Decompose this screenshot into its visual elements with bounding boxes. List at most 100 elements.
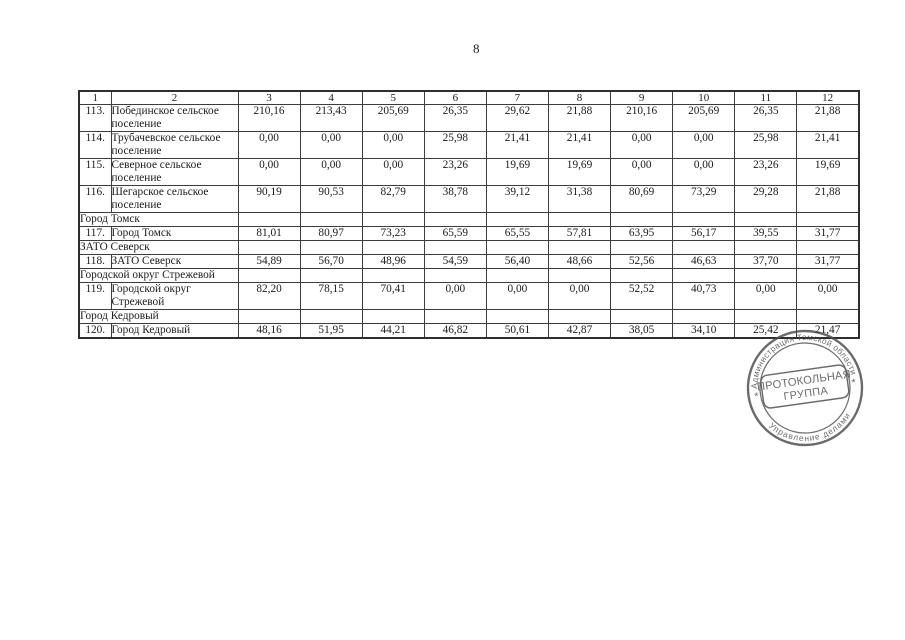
value-cell: 48,96 <box>361 254 425 269</box>
column-header: 9 <box>610 90 674 105</box>
value-cell: 23,26 <box>734 158 798 186</box>
value-cell: 23,26 <box>423 158 487 186</box>
value-cell: 80,69 <box>610 185 674 213</box>
value-cell: 48,66 <box>547 254 612 269</box>
empty-cell <box>299 240 363 255</box>
empty-cell <box>610 309 674 324</box>
empty-cell <box>485 240 549 255</box>
value-cell: 31,77 <box>796 226 860 241</box>
results-table: 1 2 3 4 5 6 7 8 9 10 11 12 113. Побединское сельское… <box>78 90 860 339</box>
empty-cell <box>237 212 301 227</box>
value-cell: 63,95 <box>610 226 674 241</box>
empty-cell <box>796 268 860 283</box>
stamp-left-asterisk-icon: * <box>754 390 761 403</box>
value-cell: 52,52 <box>610 282 674 310</box>
value-cell: 81,01 <box>237 226 301 241</box>
empty-cell <box>547 309 612 324</box>
row-number: 119. <box>78 282 112 310</box>
value-cell: 50,61 <box>485 323 549 339</box>
value-cell: 0,00 <box>361 131 425 159</box>
value-cell: 21,41 <box>485 131 549 159</box>
value-cell: 19,69 <box>485 158 549 186</box>
empty-cell <box>299 212 363 227</box>
value-cell: 82,79 <box>361 185 425 213</box>
empty-cell <box>299 268 363 283</box>
column-header: 5 <box>361 90 425 105</box>
column-header: 3 <box>237 90 301 105</box>
value-cell: 0,00 <box>237 158 301 186</box>
value-cell: 37,70 <box>734 254 798 269</box>
table-row: 113. Побединское сельское поселение 210,16… <box>78 104 860 132</box>
value-cell: 0,00 <box>734 282 798 310</box>
value-cell: 0,00 <box>299 158 363 186</box>
value-cell: 73,29 <box>672 185 736 213</box>
row-number: 115. <box>78 158 112 186</box>
empty-cell <box>361 268 425 283</box>
value-cell: 0,00 <box>361 158 425 186</box>
value-cell: 210,16 <box>237 104 301 132</box>
value-cell: 26,35 <box>734 104 798 132</box>
results-table-body: 113. Побединское сельское поселение 210,16… <box>78 104 860 339</box>
value-cell: 56,40 <box>485 254 549 269</box>
value-cell: 0,00 <box>547 282 612 310</box>
empty-cell <box>672 212 736 227</box>
empty-cell <box>299 309 363 324</box>
empty-cell <box>610 212 674 227</box>
municipality-name: Городской округ Стрежевой <box>110 282 239 310</box>
section-label: Город Томск <box>78 212 239 227</box>
empty-cell <box>237 240 301 255</box>
empty-cell <box>734 268 798 283</box>
value-cell: 51,95 <box>299 323 363 339</box>
section-label: Город Кедровый <box>78 309 239 324</box>
municipality-name: Шегарское сельское поселение <box>110 185 239 213</box>
empty-cell <box>423 212 487 227</box>
section-row: Город Томск <box>78 212 860 227</box>
protocol-group-stamp: Администрация Томской области Управление… <box>742 325 864 448</box>
stamp-outer-circle <box>746 329 864 447</box>
value-cell: 25,42 <box>734 323 798 339</box>
page-number: 8 <box>473 41 480 56</box>
value-cell: 21,88 <box>796 185 860 213</box>
empty-cell <box>547 212 612 227</box>
column-header: 2 <box>110 90 239 105</box>
value-cell: 21,41 <box>796 131 860 159</box>
municipality-name: Побединское сельское поселение <box>110 104 239 132</box>
value-cell: 42,87 <box>547 323 612 339</box>
municipality-name: Северное сельское поселение <box>110 158 239 186</box>
municipality-name: Город Кедровый <box>110 323 239 339</box>
table-row: 114. Трубачевское сельское поселение 0,00 0… <box>78 131 860 159</box>
column-header: 12 <box>796 90 860 105</box>
value-cell: 31,38 <box>547 185 612 213</box>
column-header: 7 <box>485 90 549 105</box>
value-cell: 29,62 <box>485 104 549 132</box>
empty-cell <box>610 268 674 283</box>
value-cell: 90,53 <box>299 185 363 213</box>
municipality-name: ЗАТО Северск <box>110 254 239 269</box>
value-cell: 21,88 <box>796 104 860 132</box>
value-cell: 29,28 <box>734 185 798 213</box>
value-cell: 38,78 <box>423 185 487 213</box>
empty-cell <box>547 240 612 255</box>
value-cell: 44,21 <box>361 323 425 339</box>
value-cell: 31,77 <box>796 254 860 269</box>
table-row: 116. Шегарское сельское поселение 90,19 90,… <box>78 185 860 213</box>
value-cell: 39,55 <box>734 226 798 241</box>
empty-cell <box>361 212 425 227</box>
stamp-arc-bottom-text: Управление делами <box>766 409 855 448</box>
value-cell: 25,98 <box>734 131 798 159</box>
value-cell: 0,00 <box>485 282 549 310</box>
stamp-inner-circle <box>759 342 851 434</box>
value-cell: 39,12 <box>485 185 549 213</box>
stamp-right-asterisk-icon: * <box>851 377 858 390</box>
column-header: 11 <box>734 90 798 105</box>
table-row: 120. Город Кедровый 48,16 51,95 44,21 46,82 50… <box>78 323 860 339</box>
empty-cell <box>485 212 549 227</box>
empty-cell <box>361 240 425 255</box>
value-cell: 90,19 <box>237 185 301 213</box>
section-row: Город Кедровый <box>78 309 860 324</box>
value-cell: 70,41 <box>361 282 425 310</box>
section-label: ЗАТО Северск <box>78 240 239 255</box>
value-cell: 0,00 <box>672 158 736 186</box>
value-cell: 82,20 <box>237 282 301 310</box>
column-header: 8 <box>547 90 612 105</box>
